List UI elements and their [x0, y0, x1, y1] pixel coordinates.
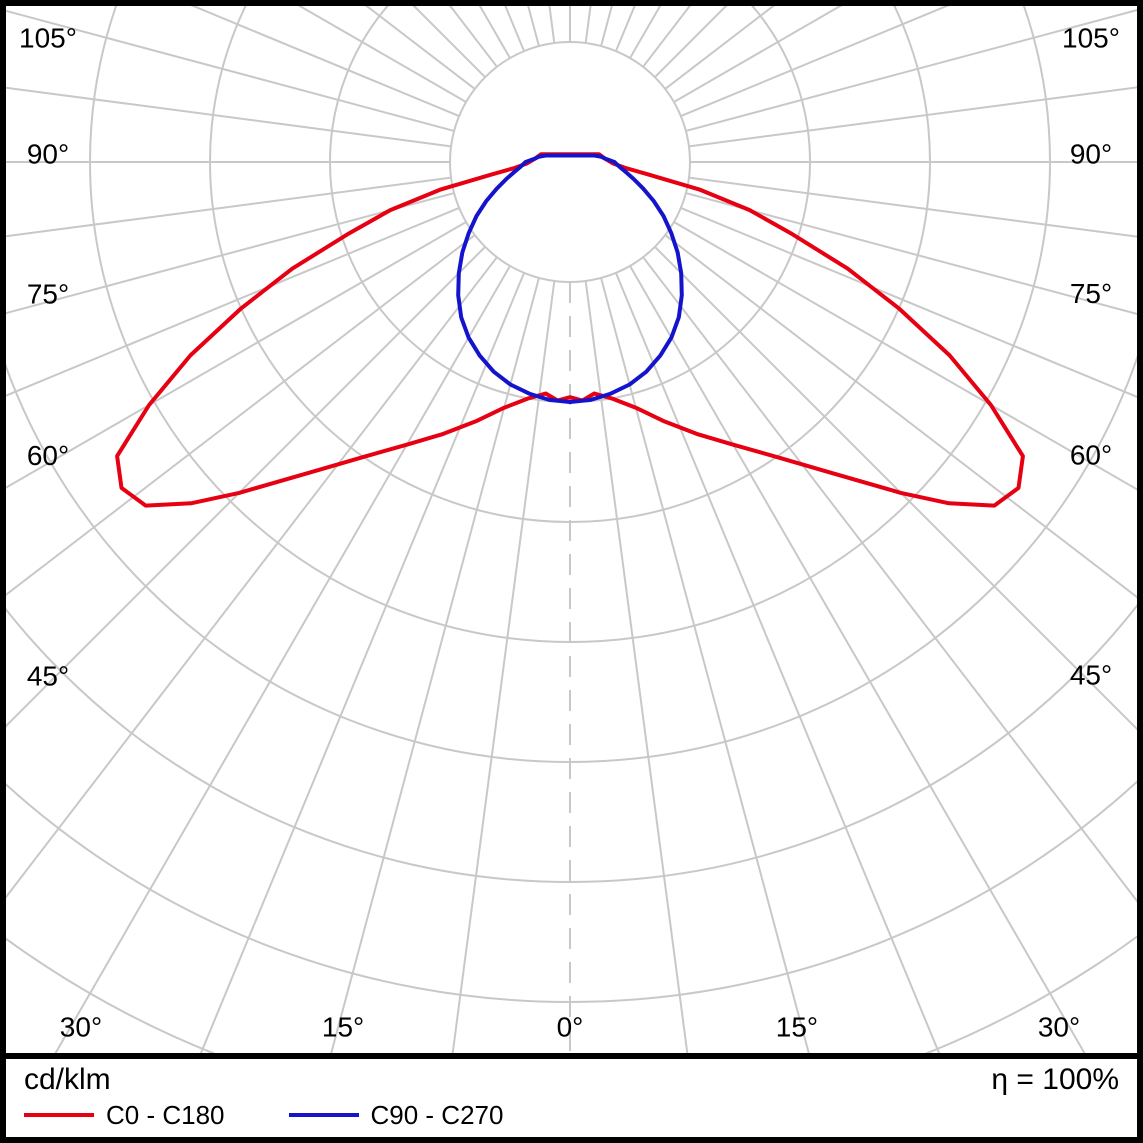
- angle-tick-label: 45°: [27, 661, 69, 692]
- efficiency-value: η = 100%: [991, 1063, 1119, 1096]
- footer: cd/klm η = 100% C0 - C180 C90 - C270: [6, 1059, 1137, 1137]
- legend-label-c90-c270: C90 - C270: [370, 1100, 504, 1130]
- legend-line-blue: [288, 1113, 359, 1117]
- angle-tick-label: 90°: [27, 139, 69, 170]
- angle-tick-label: 75°: [1070, 278, 1112, 309]
- polar-plot-area: 0° 15° 15° 30° 30° 45° 45° 60° 60° 75° 75° 90° 90° 10…: [6, 6, 1137, 1059]
- angle-tick-label: 30°: [1038, 1012, 1080, 1043]
- footer-top-row: cd/klm η = 100%: [24, 1063, 1119, 1097]
- angle-tick-label: 60°: [27, 440, 69, 471]
- angle-tick-label: 90°: [1070, 139, 1112, 170]
- angle-tick-label: 45°: [1070, 660, 1112, 691]
- legend-item-c0-c180: C0 - C180: [24, 1100, 225, 1130]
- angle-tick-label: 15°: [776, 1012, 818, 1043]
- angle-tick-label: 105°: [1062, 23, 1120, 54]
- polar-grid: [6, 6, 1137, 1053]
- legend: C0 - C180 C90 - C270: [24, 1100, 1119, 1130]
- legend-label-c0-c180: C0 - C180: [106, 1100, 225, 1130]
- angle-tick-label: 30°: [60, 1012, 102, 1043]
- curve-C90-C270: [456, 153, 684, 404]
- angle-tick-label: 105°: [19, 23, 77, 54]
- unit-label: cd/klm: [24, 1063, 111, 1096]
- polar-chart-svg: 0° 15° 15° 30° 30° 45° 45° 60° 60° 75° 75° 90° 90° 10…: [6, 6, 1137, 1053]
- curve-C0-C180: [115, 152, 1025, 508]
- angle-tick-label: 75°: [27, 278, 69, 309]
- legend-item-c90-c270: C90 - C270: [288, 1100, 504, 1130]
- legend-line-red: [24, 1113, 94, 1117]
- angle-tick-label: 60°: [1070, 439, 1112, 470]
- angle-tick-label: 0°: [557, 1012, 584, 1043]
- angle-tick-label: 15°: [322, 1012, 364, 1043]
